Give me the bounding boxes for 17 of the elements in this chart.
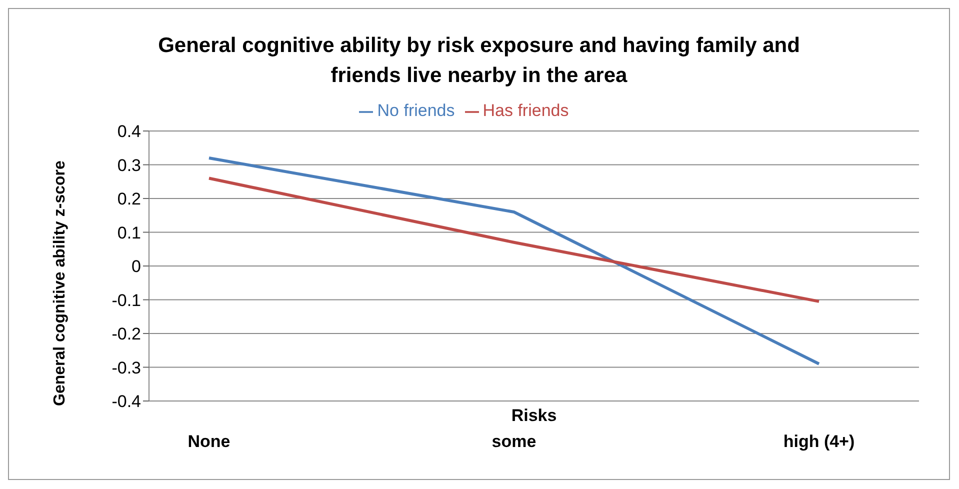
x-tick-label: some	[492, 432, 536, 452]
y-tick-label: 0.3	[117, 156, 141, 175]
y-tick-label: -0.4	[112, 392, 141, 412]
y-tick-label: 0.1	[117, 223, 141, 242]
y-tick-label: -0.3	[112, 358, 141, 378]
x-tick-label: high (4+)	[783, 432, 855, 452]
chart-title: General cognitive ability by risk exposure and having family and friends live nearby in the area	[157, 33, 801, 89]
y-tick-label: -0.1	[112, 290, 141, 310]
y-tick-label: -0.2	[112, 324, 141, 344]
y-tick-label: 0.4	[117, 122, 141, 142]
x-tick-label: None	[188, 432, 230, 452]
y-tick-label: 0	[132, 257, 141, 276]
y-axis-title: General cognitive ability z-score	[52, 160, 69, 406]
legend-label: No friends	[377, 101, 455, 120]
x-axis-title: Risks	[511, 406, 557, 426]
y-tick-label: 0.2	[117, 190, 141, 209]
legend-label: Has friends	[482, 101, 569, 120]
